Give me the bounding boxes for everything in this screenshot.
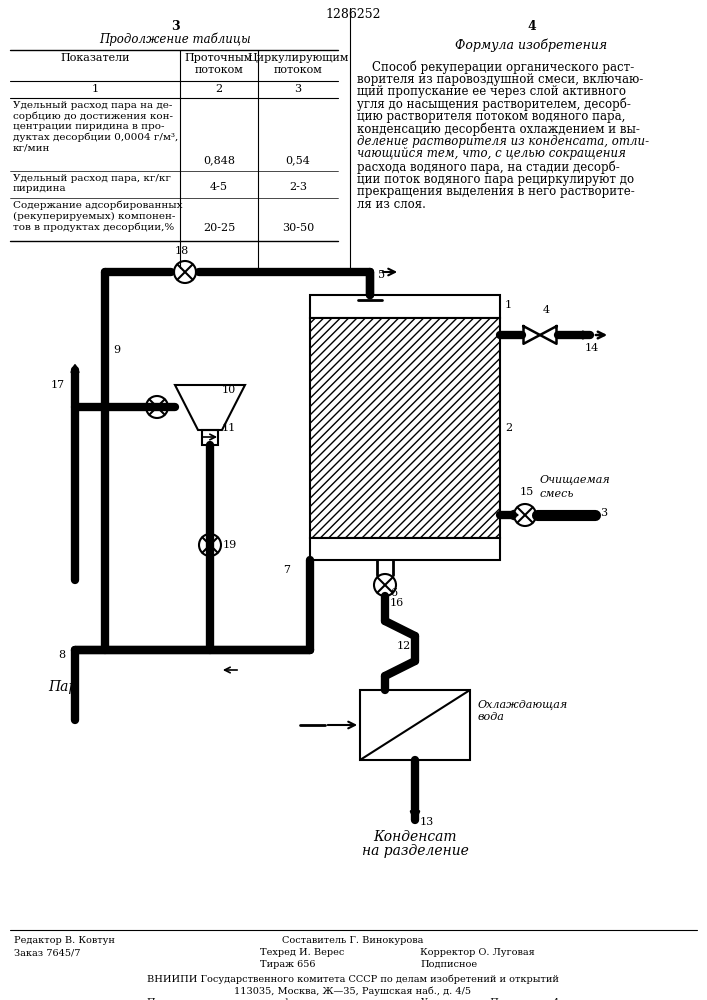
Text: 8: 8 — [58, 650, 65, 660]
Text: 6: 6 — [390, 588, 397, 598]
Text: чающийся тем, что, с целью сокращения: чающийся тем, что, с целью сокращения — [357, 147, 626, 160]
Text: Пар: Пар — [48, 680, 77, 694]
Text: 5: 5 — [378, 270, 385, 280]
Text: конденсацию десорбента охлаждением и вы-: конденсацию десорбента охлаждением и вы- — [357, 122, 640, 136]
Text: 3: 3 — [600, 508, 607, 518]
Text: вода: вода — [478, 712, 505, 722]
Text: 2: 2 — [505, 423, 512, 433]
Text: Охлаждающая: Охлаждающая — [478, 700, 568, 710]
Text: 3: 3 — [294, 84, 302, 94]
Text: Составитель Г. Винокурова: Составитель Г. Винокурова — [282, 936, 423, 945]
Text: 4: 4 — [527, 20, 537, 33]
Text: Производственно-полиграфическое предприятие, г. Ужгород, ул. Проектная, 4: Производственно-полиграфическое предприя… — [147, 998, 559, 1000]
Text: Конденсат: Конденсат — [373, 830, 457, 844]
Text: Проточным
потоком: Проточным потоком — [185, 53, 253, 75]
Text: Циркулирующим
потоком: Циркулирующим потоком — [247, 53, 349, 75]
Text: Способ рекуперации органического раст-: Способ рекуперации органического раст- — [357, 60, 634, 74]
Text: 7: 7 — [283, 565, 290, 575]
Text: 15: 15 — [520, 487, 534, 497]
Text: деление растворителя из конденсата, отли-: деление растворителя из конденсата, отли… — [357, 135, 649, 148]
Text: 11: 11 — [222, 423, 236, 433]
Text: смесь: смесь — [540, 489, 574, 499]
Text: Заказ 7645/7: Заказ 7645/7 — [14, 948, 81, 957]
Text: прекращения выделения в него растворите-: прекращения выделения в него растворите- — [357, 185, 635, 198]
Text: 17: 17 — [51, 380, 65, 390]
Text: ворителя из паровоздушной смеси, включаю-: ворителя из паровоздушной смеси, включаю… — [357, 73, 643, 86]
Text: 0,848: 0,848 — [203, 155, 235, 165]
Text: ля из слоя.: ля из слоя. — [357, 198, 426, 211]
Text: Показатели: Показатели — [60, 53, 130, 63]
Text: ВНИИПИ Государственного комитета СССР по делам изобретений и открытий: ВНИИПИ Государственного комитета СССР по… — [147, 974, 559, 984]
Text: 12: 12 — [397, 641, 411, 651]
Bar — [310, 538, 500, 560]
Text: 9: 9 — [113, 345, 120, 355]
Text: 4: 4 — [543, 305, 550, 315]
Text: Удельный расход пара, кг/кг
пиридина: Удельный расход пара, кг/кг пиридина — [13, 174, 171, 193]
Text: 4-5: 4-5 — [210, 182, 228, 192]
Bar — [310, 318, 500, 538]
Text: 18: 18 — [175, 246, 189, 256]
Text: Корректор О. Луговая: Корректор О. Луговая — [420, 948, 534, 957]
Text: 1: 1 — [505, 300, 512, 310]
Text: Удельный расход пара на де-
сорбцию до достижения кон-
центрации пиридина в про-: Удельный расход пара на де- сорбцию до д… — [13, 101, 178, 153]
Text: на разделение: на разделение — [361, 844, 469, 858]
Text: 10: 10 — [222, 385, 236, 395]
Text: 20-25: 20-25 — [203, 223, 235, 233]
Text: цию растворителя потоком водяного пара,: цию растворителя потоком водяного пара, — [357, 110, 626, 123]
Bar — [360, 690, 470, 760]
Text: Редактор В. Ковтун: Редактор В. Ковтун — [14, 936, 115, 945]
Text: Техред И. Верес: Техред И. Верес — [260, 948, 344, 957]
Text: ции поток водяного пара рециркулируют до: ции поток водяного пара рециркулируют до — [357, 172, 634, 186]
Text: 3: 3 — [170, 20, 180, 33]
Text: расхода водяного пара, на стадии десорб-: расхода водяного пара, на стадии десорб- — [357, 160, 620, 174]
Text: 19: 19 — [223, 540, 238, 550]
Text: 2-3: 2-3 — [289, 182, 307, 192]
Text: угля до насыщения растворителем, десорб-: угля до насыщения растворителем, десорб- — [357, 98, 631, 111]
Text: 14: 14 — [585, 343, 600, 353]
Text: Подписное: Подписное — [420, 960, 477, 969]
Bar — [310, 295, 500, 318]
Text: Содержание адсорбированных
(рекуперируемых) компонен-
тов в продуктах десорбции,: Содержание адсорбированных (рекуперируем… — [13, 201, 182, 232]
Text: 0,54: 0,54 — [286, 155, 310, 165]
Text: 16: 16 — [390, 598, 404, 608]
Text: 113035, Москва, Ж—35, Раушская наб., д. 4/5: 113035, Москва, Ж—35, Раушская наб., д. … — [235, 986, 472, 996]
Text: 1: 1 — [91, 84, 98, 94]
Text: Формула изобретения: Формула изобретения — [455, 38, 607, 51]
Text: щий пропускание ее через слой активного: щий пропускание ее через слой активного — [357, 85, 626, 98]
Text: Тираж 656: Тираж 656 — [260, 960, 315, 969]
Text: 2: 2 — [216, 84, 223, 94]
Text: Очищаемая: Очищаемая — [540, 475, 611, 485]
Text: Продолжение таблицы: Продолжение таблицы — [99, 32, 251, 45]
Text: 1286252: 1286252 — [325, 8, 381, 21]
Text: 30-50: 30-50 — [282, 223, 314, 233]
Text: 13: 13 — [420, 817, 434, 827]
